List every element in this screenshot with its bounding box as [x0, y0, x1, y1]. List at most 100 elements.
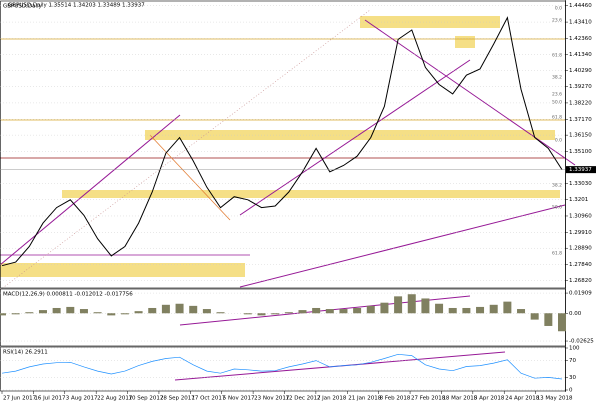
macd-bar [380, 302, 389, 314]
trend-line [239, 59, 471, 216]
macd-bar [107, 313, 116, 316]
y-tick-label: 1.44460 [569, 3, 592, 9]
y-tick-label: 0.00 [569, 311, 582, 317]
y-tick-label: 70 [569, 358, 576, 364]
macd-bar [243, 313, 252, 315]
x-tick-label: 21 Jan 2018 [348, 396, 381, 402]
panel-label: RSI(14) 26.2911 [3, 350, 48, 356]
macd-bar [11, 313, 20, 315]
macd-bar [202, 309, 211, 314]
current-price-label: 1.33937 [569, 167, 592, 173]
macd-bar [394, 296, 403, 314]
y-tick-label: 100 [569, 346, 580, 352]
y-tick-label: 0 [569, 388, 573, 394]
macd-bar [339, 309, 348, 314]
macd-bar [421, 298, 430, 314]
x-tick-label: 16 Jul 2017 [34, 396, 66, 402]
y-tick-label: 1.27840 [569, 262, 592, 268]
y-tick-label: 1.41340 [569, 52, 592, 58]
macd-bar [134, 311, 143, 314]
zone [455, 36, 475, 48]
fib-label: 38.2 [552, 75, 562, 81]
macd-bar [120, 313, 129, 315]
y-tick-label: 1.29910 [569, 230, 592, 236]
fib-label: 61.8 [552, 115, 562, 121]
x-tick-label: 22 Aug 2017 [97, 396, 133, 402]
macd-bar [530, 313, 539, 320]
macd-bar [284, 312, 293, 314]
y-tick-label: 30 [569, 375, 576, 381]
y-tick-label: 0.01909 [569, 291, 592, 297]
y-tick-label: 1.3201 [569, 197, 588, 203]
macd-bar [161, 304, 170, 314]
fib-label: 0.0 [555, 138, 562, 144]
x-tick-label: 24 Apr 2018 [505, 396, 540, 402]
macd-bar [544, 313, 553, 326]
y-tick-label: 1.33030 [569, 181, 592, 187]
fib-label: 50.0 [552, 205, 562, 211]
fib-label: 23.6 [552, 92, 562, 98]
fib-label: 50.0 [552, 100, 562, 106]
x-tick-label: 5 Nov 2017 [223, 396, 255, 402]
macd-bar [216, 312, 225, 314]
y-tick-label: 1.43410 [569, 20, 592, 26]
x-tick-label: 2 Jan 2018 [317, 396, 347, 402]
macd-bar [79, 309, 88, 314]
trend-line [149, 134, 231, 221]
macd-bar [435, 303, 444, 314]
price-line [1, 16, 563, 267]
macd-bar [298, 310, 307, 314]
macd-bar [325, 309, 334, 314]
macd-bar [503, 301, 512, 314]
y-tick-label: 1.37170 [569, 117, 592, 123]
x-tick-label: 28 Sep 2017 [160, 396, 195, 402]
y-tick-label: 1.35100 [569, 149, 592, 155]
x-tick-label: 13 May 2018 [537, 396, 573, 402]
y-tick-label: 1.30960 [569, 213, 592, 219]
x-tick-label: 12 Dec 2017 [286, 396, 322, 402]
macd-bar [38, 310, 47, 314]
macd-bar [517, 309, 526, 314]
fib-label: 23.6 [552, 18, 562, 24]
macd-bar [558, 313, 566, 332]
macd-bar [66, 306, 75, 314]
macd-bar [189, 305, 198, 314]
macd-bar [93, 312, 102, 314]
x-tick-label: 27 Feb 2018 [411, 396, 446, 402]
trend-line [0, 114, 181, 266]
x-tick-label: 23 Nov 2017 [254, 396, 290, 402]
x-tick-label: 3 Aug 2017 [66, 396, 98, 402]
x-tick-label: 18 Mar 2018 [442, 396, 477, 402]
drawings [0, 9, 576, 381]
price-line [1, 353, 563, 380]
current-price-box [566, 166, 596, 174]
macd-bar [257, 313, 266, 316]
macd-bar [312, 307, 321, 314]
y-tick-label: 1.40290 [569, 68, 592, 74]
y-tick-label: 1.39270 [569, 84, 592, 90]
y-tick-label: 1.42360 [569, 36, 592, 42]
trend-line [364, 19, 576, 166]
macd-bar [0, 313, 6, 316]
macd-bar [448, 307, 457, 314]
macd-bar [25, 312, 34, 314]
y-tick-label: 1.36150 [569, 133, 592, 139]
macd-bar [52, 307, 61, 314]
x-tick-label: 8 Feb 2018 [380, 396, 411, 402]
macd-bar [175, 303, 184, 314]
zone [145, 130, 555, 140]
macd-bar [407, 294, 416, 314]
macd-bar [148, 307, 157, 314]
header: GBPUSD,Daily 1.35514 1.34203 1.33489 1.3… [8, 3, 145, 9]
panel-label: MACD(12,26,9) 0.000811 -0.012012 -0.0177… [3, 292, 133, 298]
fib-label: 0.0 [555, 6, 562, 12]
panel-label: GBPUSD,Daily [3, 4, 43, 10]
macd-bar [489, 304, 498, 314]
y-tick-label: 1.38220 [569, 100, 592, 106]
fib-label: 61.8 [552, 251, 562, 257]
zone [0, 263, 245, 277]
macd-bar [271, 313, 280, 315]
macd-bar [353, 307, 362, 314]
macd-bar [366, 305, 375, 314]
